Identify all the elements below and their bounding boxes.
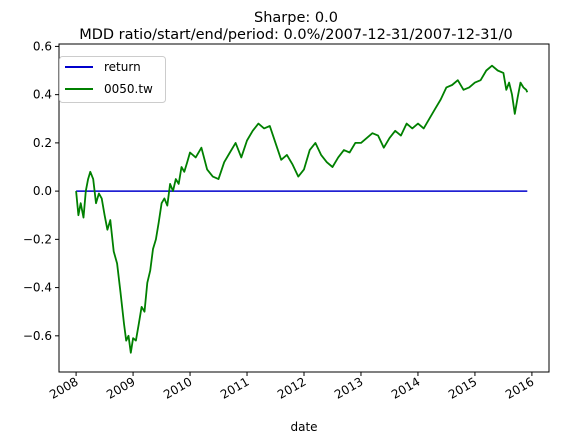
chart-subtitle: MDD ratio/start/end/period: 0.0%/2007-12… xyxy=(79,27,513,43)
y-tick-label: −0.6 xyxy=(23,329,52,343)
legend-label-0050tw: 0050.tw xyxy=(104,82,153,96)
x-axis-label: date xyxy=(290,420,317,434)
y-tick-label: 0.2 xyxy=(33,136,52,150)
plot-frame xyxy=(58,43,550,373)
y-tick-label: 0.0 xyxy=(33,184,52,198)
legend: return 0050.tw xyxy=(59,56,166,103)
legend-label-return: return xyxy=(104,60,141,74)
y-tick-label: 0.6 xyxy=(33,39,52,53)
y-tick-label: −0.4 xyxy=(23,281,52,295)
series-line-0050tw xyxy=(75,64,529,354)
y-tick-label: −0.2 xyxy=(23,232,52,246)
series-layer xyxy=(75,64,529,354)
chart-title: Sharpe: 0.0 xyxy=(254,10,338,26)
y-axis-ticks: −0.6 −0.4 −0.2 0.0 0.2 0.4 0.6 xyxy=(23,39,59,343)
y-tick-label: 0.4 xyxy=(33,88,52,102)
